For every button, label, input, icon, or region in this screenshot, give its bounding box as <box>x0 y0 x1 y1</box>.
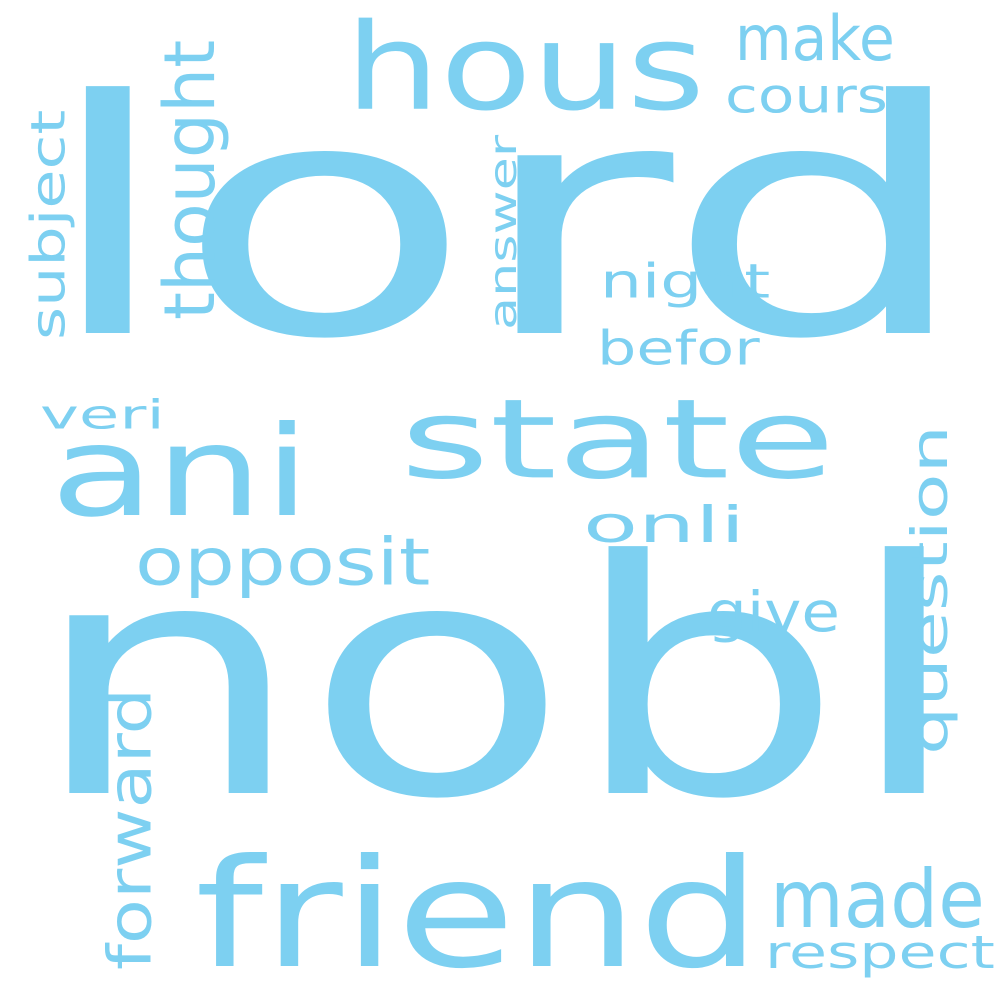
word-onli: onli <box>583 495 746 554</box>
word-ani: ani <box>50 398 311 545</box>
word-veri: veri <box>40 391 165 439</box>
word-hous: hous <box>345 0 706 138</box>
word-answer: answer <box>481 134 525 330</box>
word-state: state <box>400 375 836 504</box>
word-made: made <box>770 852 985 947</box>
word-night: night <box>600 253 771 309</box>
word-friend: friend <box>195 826 761 1000</box>
word-nobl: nobl <box>30 490 965 871</box>
word-question: question <box>900 424 960 755</box>
word-befor: befor <box>597 320 760 376</box>
word-make: make <box>735 2 895 75</box>
word-subject: subject <box>20 109 76 341</box>
word-give: give <box>707 580 840 645</box>
word-cours: cours <box>725 67 888 124</box>
word-forward: forward <box>94 687 165 970</box>
word-thought: thought <box>148 39 231 320</box>
word-respect: respect <box>765 925 995 979</box>
word-opposit: opposit <box>135 524 431 601</box>
word-lord: lord <box>40 30 975 411</box>
